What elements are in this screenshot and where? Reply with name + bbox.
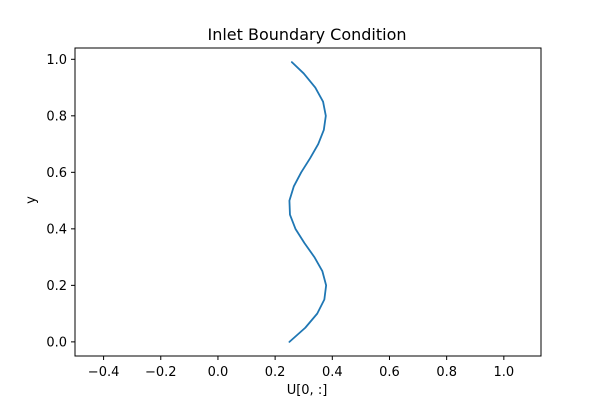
x-tick-label: 0.4 [322,365,343,380]
x-axis-label: U[0, :] [287,383,328,398]
x-tick-label: 0.8 [436,365,457,380]
chart-title: Inlet Boundary Condition [208,25,407,44]
x-tick-label: 0.6 [379,365,400,380]
x-tick-label: 0.2 [265,365,286,380]
y-tick-label: 0.0 [46,335,67,350]
y-tick-label: 0.4 [46,222,67,237]
y-axis-label: y [24,196,39,204]
y-tick-label: 0.6 [46,166,67,181]
x-tick-label: −0.4 [88,365,120,380]
plot-frame [74,47,542,357]
y-tick-label: 1.0 [46,53,67,68]
y-axis: 0.0 0.2 0.4 0.6 0.8 1.0 [46,53,75,350]
y-tick-label: 0.2 [46,279,67,294]
x-axis: −0.4 −0.2 0.0 0.2 0.4 0.6 0.8 1.0 [88,356,514,380]
plot-area [288,61,328,343]
x-tick-label: −0.2 [145,365,177,380]
series-line [288,61,328,343]
x-tick-label: 0.0 [208,365,229,380]
y-tick-label: 0.8 [46,109,67,124]
x-tick-label: 1.0 [493,365,514,380]
